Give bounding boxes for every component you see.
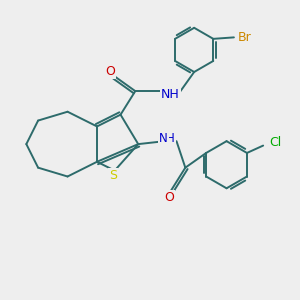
Text: NH: NH (161, 88, 180, 100)
Text: H: H (166, 132, 175, 145)
Text: S: S (109, 169, 117, 182)
Text: O: O (164, 190, 174, 204)
Text: O: O (105, 65, 115, 79)
Text: Br: Br (237, 31, 251, 44)
Text: N: N (159, 132, 168, 145)
Text: Cl: Cl (269, 136, 281, 149)
